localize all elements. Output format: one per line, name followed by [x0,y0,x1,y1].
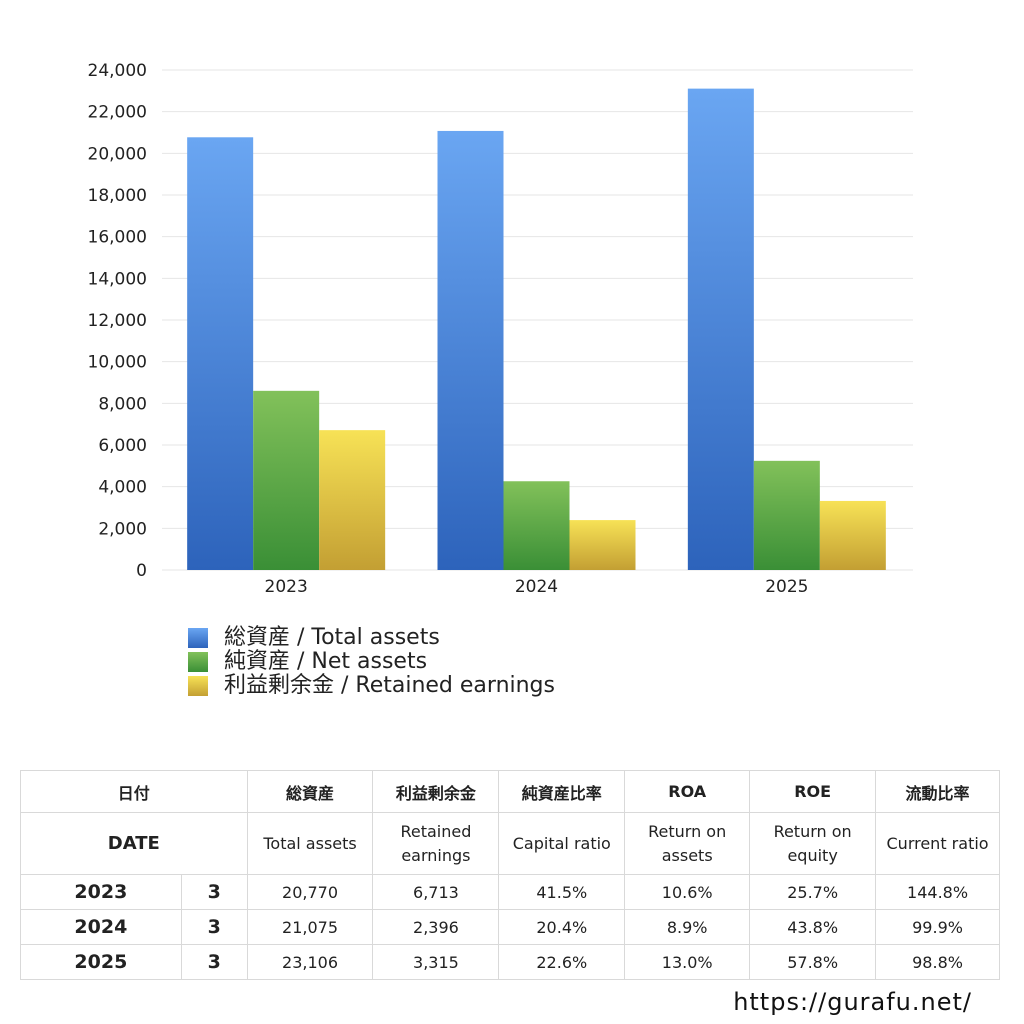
row-retained: 2,396 [372,909,500,945]
row-year: 2024 [20,909,182,945]
row-capital-ratio: 22.6% [498,944,626,980]
bar-2023-series-1 [253,390,320,570]
y-tick-label: 8,000 [98,394,147,414]
row-retained: 3,315 [372,944,500,980]
row-month: 3 [180,944,248,980]
row-roe: 57.8% [749,944,877,980]
header-roa-en-text: Return on assets [648,821,727,865]
y-tick-label: 16,000 [88,228,147,248]
y-tick-label: 24,000 [88,61,147,81]
x-tick-label: 2024 [515,577,558,597]
y-tick-label: 20,000 [88,144,147,164]
legend-item-retained-earnings: 利益剰余金 / Retained earnings [188,674,555,698]
y-tick-label: 2,000 [98,519,147,539]
row-year: 2025 [20,944,182,980]
y-tick-label: 0 [136,561,147,581]
bar-2023-series-2 [319,430,386,570]
header-capital-ratio-jp: 純資産比率 [498,770,626,813]
bar-2024-series-1 [503,481,570,570]
header-roe-jp: ROE [749,770,877,813]
row-total-assets: 20,770 [246,874,374,910]
bar-chart: 0 2,000 4,000 6,000 8,000 10,000 12,000 14,000 1… [88,61,913,597]
legend: 総資産 / Total assets 純資産 / Net assets 利益剰余… [188,626,555,698]
y-axis-ticks: 0 2,000 4,000 6,000 8,000 10,000 12,000 14,000 1… [88,61,147,581]
row-roa: 10.6% [624,874,751,910]
row-capital-ratio: 41.5% [498,874,626,910]
bar-2023-series-0 [187,137,254,570]
bar-2025-series-1 [753,460,820,570]
bar-2024-series-2 [569,520,636,570]
legend-swatch-net-assets [188,652,208,672]
row-current-ratio: 98.8% [875,944,1000,980]
x-tick-label: 2023 [265,577,308,597]
header-date-jp: 日付 [20,770,248,813]
legend-item-net-assets: 純資産 / Net assets [188,650,555,674]
header-current-ratio-en: Current ratio [875,812,1000,875]
y-tick-label: 22,000 [88,103,147,123]
table-row: 2024 3 21,075 2,396 20.4% 8.9% 43.8% 99.… [20,909,1000,945]
y-tick-label: 4,000 [98,478,147,498]
table-row: 2025 3 23,106 3,315 22.6% 13.0% 57.8% 98… [20,944,1000,980]
x-axis-ticks: 2023 2024 2025 [265,577,809,597]
legend-label: 純資産 / Net assets [224,649,428,674]
legend-label: 総資産 / Total assets [224,625,440,650]
row-current-ratio: 99.9% [875,909,1000,945]
row-roe: 25.7% [749,874,877,910]
row-retained: 6,713 [372,874,500,910]
row-month: 3 [180,909,248,945]
header-date-en: DATE [20,812,248,875]
row-capital-ratio: 20.4% [498,909,626,945]
site-url[interactable]: https://gurafu.net/ [733,988,972,1016]
header-roa-jp: ROA [624,770,751,813]
header-retained-en-text: Retained earnings [400,821,472,865]
y-tick-label: 12,000 [88,311,147,331]
legend-swatch-total-assets [188,628,208,648]
table-header-en: DATE Total assets Retained earnings Capi… [20,812,1000,875]
table-row: 2023 3 20,770 6,713 41.5% 10.6% 25.7% 14… [20,874,1000,910]
table-header-jp: 日付 総資産 利益剰余金 純資産比率 ROA ROE 流動比率 [20,770,1000,813]
financial-table: 日付 総資産 利益剰余金 純資産比率 ROA ROE 流動比率 DATE Tot… [20,770,1000,980]
row-month: 3 [180,874,248,910]
row-total-assets: 23,106 [246,944,374,980]
bars [187,88,886,570]
bar-2025-series-0 [687,88,754,570]
row-total-assets: 21,075 [246,909,374,945]
header-retained-en: Retained earnings [372,812,500,875]
header-total-assets-en: Total assets [246,812,374,875]
legend-item-total-assets: 総資産 / Total assets [188,626,555,650]
x-tick-label: 2025 [765,577,808,597]
header-retained-jp: 利益剰余金 [372,770,500,813]
header-roe-en-text: Return on equity [773,821,852,865]
legend-swatch-retained-earnings [188,676,208,696]
row-current-ratio: 144.8% [875,874,1000,910]
header-total-assets-jp: 総資産 [246,770,374,813]
row-year: 2023 [20,874,182,910]
y-tick-label: 6,000 [98,436,147,456]
row-roa: 8.9% [624,909,751,945]
legend-label: 利益剰余金 / Retained earnings [224,673,555,698]
header-roa-en: Return on assets [624,812,751,875]
y-tick-label: 14,000 [88,269,147,289]
row-roe: 43.8% [749,909,877,945]
header-current-ratio-jp: 流動比率 [875,770,1000,813]
bar-2024-series-0 [437,130,504,570]
row-roa: 13.0% [624,944,751,980]
bar-2025-series-2 [819,500,886,570]
header-roe-en: Return on equity [749,812,877,875]
y-tick-label: 18,000 [88,186,147,206]
header-capital-ratio-en: Capital ratio [498,812,626,875]
y-tick-label: 10,000 [88,353,147,373]
